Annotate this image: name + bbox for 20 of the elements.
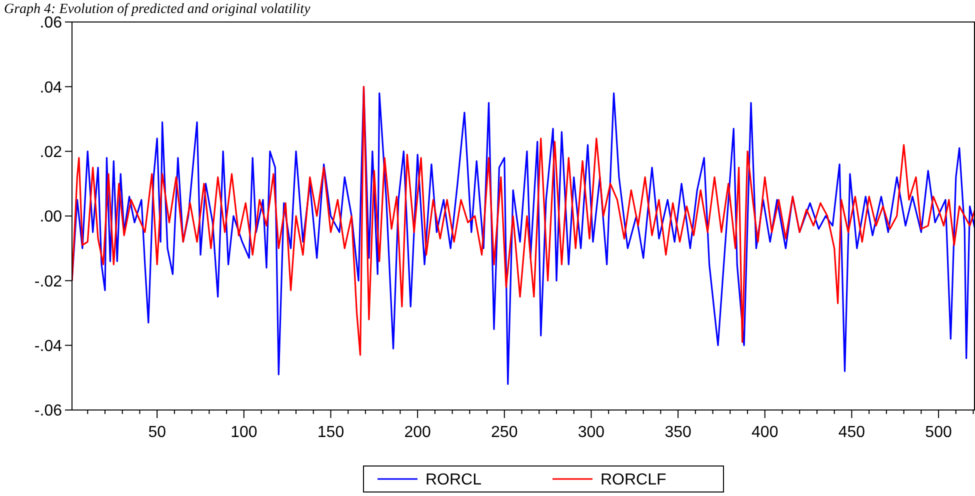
- x-tick-label: 250: [491, 424, 518, 441]
- x-tick-label: 150: [317, 424, 344, 441]
- y-tick-label: .02: [40, 144, 62, 161]
- x-tick-label: 350: [664, 424, 692, 441]
- y-tick-label: -.04: [34, 338, 62, 355]
- y-tick-label: -.02: [34, 273, 62, 290]
- y-tick-label: -.06: [34, 402, 62, 420]
- x-tick-label: 450: [838, 424, 866, 441]
- x-tick-label: 50: [148, 424, 166, 441]
- x-tick-label: 400: [752, 424, 778, 441]
- x-tick-label: 500: [925, 424, 952, 441]
- x-tick-label: 300: [578, 424, 605, 441]
- chart-title: Graph 4: Evolution of predicted and original volatility: [4, 2, 312, 17]
- y-tick-label: .04: [40, 79, 62, 96]
- legend-label: RORCL: [426, 472, 482, 489]
- y-tick-label: .00: [40, 208, 62, 226]
- y-tick-label: .06: [40, 14, 62, 32]
- legend-label: RORCLF: [600, 472, 667, 489]
- x-tick-label: 200: [404, 424, 432, 441]
- x-tick-label: 100: [230, 424, 258, 441]
